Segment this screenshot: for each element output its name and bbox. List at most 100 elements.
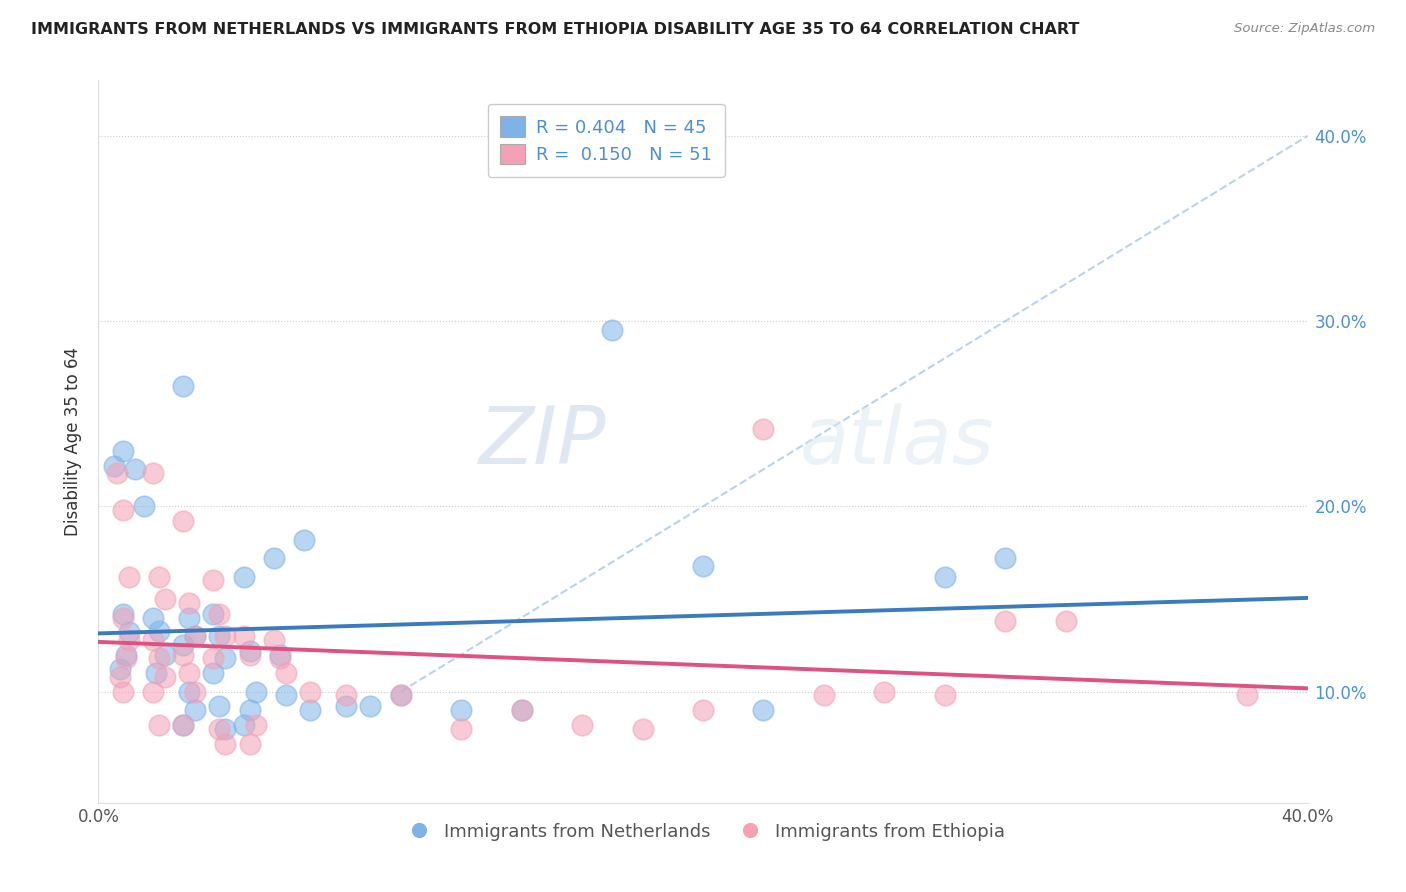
Point bbox=[172, 638, 194, 652]
Point bbox=[208, 722, 231, 736]
Point bbox=[184, 703, 207, 717]
Point bbox=[148, 570, 170, 584]
Point bbox=[239, 644, 262, 658]
Point bbox=[145, 666, 167, 681]
Point bbox=[752, 703, 775, 717]
Point bbox=[111, 607, 134, 621]
Point bbox=[111, 503, 134, 517]
Text: Source: ZipAtlas.com: Source: ZipAtlas.com bbox=[1234, 22, 1375, 36]
Point bbox=[335, 689, 357, 703]
Point bbox=[214, 651, 236, 665]
Point bbox=[292, 533, 315, 547]
Text: ZIP: ZIP bbox=[479, 402, 606, 481]
Point bbox=[208, 699, 231, 714]
Point bbox=[172, 648, 194, 662]
Point bbox=[245, 718, 267, 732]
Point bbox=[179, 596, 201, 610]
Point bbox=[813, 689, 835, 703]
Point bbox=[105, 466, 128, 480]
Point bbox=[752, 421, 775, 435]
Point bbox=[1054, 614, 1077, 628]
Point bbox=[202, 574, 225, 588]
Point bbox=[111, 684, 134, 698]
Point bbox=[934, 570, 956, 584]
Point bbox=[118, 625, 141, 640]
Point bbox=[142, 632, 165, 647]
Point bbox=[232, 718, 254, 732]
Point bbox=[148, 624, 170, 638]
Point bbox=[602, 323, 624, 337]
Point bbox=[274, 689, 297, 703]
Point bbox=[184, 629, 207, 643]
Point bbox=[103, 458, 125, 473]
Point bbox=[263, 551, 285, 566]
Point bbox=[1236, 689, 1258, 703]
Legend: Immigrants from Netherlands, Immigrants from Ethiopia: Immigrants from Netherlands, Immigrants … bbox=[394, 815, 1012, 848]
Point bbox=[263, 632, 285, 647]
Point bbox=[108, 670, 131, 684]
Point bbox=[239, 648, 262, 662]
Point bbox=[214, 722, 236, 736]
Point bbox=[269, 651, 291, 665]
Point bbox=[142, 466, 165, 480]
Point bbox=[142, 684, 165, 698]
Point bbox=[179, 684, 201, 698]
Point bbox=[692, 558, 714, 573]
Point bbox=[202, 666, 225, 681]
Point bbox=[184, 684, 207, 698]
Point bbox=[202, 607, 225, 621]
Point bbox=[184, 629, 207, 643]
Point bbox=[172, 514, 194, 528]
Point bbox=[148, 718, 170, 732]
Point bbox=[510, 703, 533, 717]
Point bbox=[118, 632, 141, 647]
Point bbox=[153, 670, 176, 684]
Point bbox=[232, 629, 254, 643]
Point bbox=[214, 629, 236, 643]
Point bbox=[994, 614, 1017, 628]
Point bbox=[934, 689, 956, 703]
Y-axis label: Disability Age 35 to 64: Disability Age 35 to 64 bbox=[65, 347, 83, 536]
Point bbox=[299, 703, 322, 717]
Point bbox=[360, 699, 382, 714]
Point bbox=[153, 648, 176, 662]
Point bbox=[202, 651, 225, 665]
Point bbox=[510, 703, 533, 717]
Point bbox=[132, 500, 155, 514]
Point bbox=[179, 666, 201, 681]
Point bbox=[124, 462, 146, 476]
Point bbox=[232, 570, 254, 584]
Point bbox=[239, 703, 262, 717]
Point bbox=[172, 379, 194, 393]
Point bbox=[111, 443, 134, 458]
Point bbox=[692, 703, 714, 717]
Point bbox=[108, 662, 131, 676]
Point bbox=[335, 699, 357, 714]
Point bbox=[450, 703, 472, 717]
Point bbox=[873, 684, 896, 698]
Text: atlas: atlas bbox=[800, 402, 994, 481]
Point bbox=[111, 610, 134, 624]
Text: IMMIGRANTS FROM NETHERLANDS VS IMMIGRANTS FROM ETHIOPIA DISABILITY AGE 35 TO 64 : IMMIGRANTS FROM NETHERLANDS VS IMMIGRANT… bbox=[31, 22, 1080, 37]
Point bbox=[118, 570, 141, 584]
Point bbox=[179, 610, 201, 624]
Point bbox=[172, 718, 194, 732]
Point bbox=[208, 607, 231, 621]
Point bbox=[148, 651, 170, 665]
Point bbox=[214, 737, 236, 751]
Point bbox=[245, 684, 267, 698]
Point bbox=[631, 722, 654, 736]
Point bbox=[239, 737, 262, 751]
Point bbox=[274, 666, 297, 681]
Point bbox=[114, 648, 136, 662]
Point bbox=[153, 592, 176, 607]
Point bbox=[269, 648, 291, 662]
Point bbox=[142, 610, 165, 624]
Point bbox=[114, 651, 136, 665]
Point bbox=[571, 718, 593, 732]
Point bbox=[172, 718, 194, 732]
Point bbox=[389, 689, 412, 703]
Point bbox=[299, 684, 322, 698]
Point bbox=[208, 629, 231, 643]
Point bbox=[994, 551, 1017, 566]
